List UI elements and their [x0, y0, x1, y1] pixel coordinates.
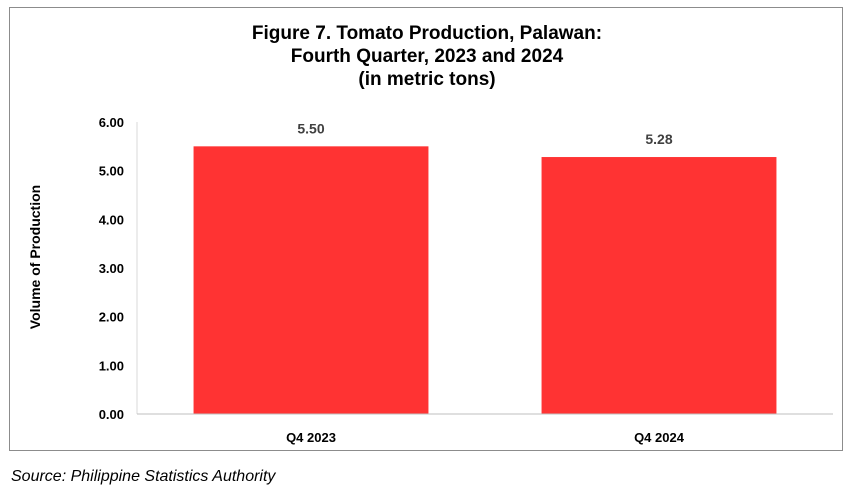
chart-title-line-2: Fourth Quarter, 2023 and 2024 — [291, 46, 564, 67]
bar-q4-2023 — [193, 146, 429, 415]
bar-chart: Figure 7. Tomato Production, Palawan: Fo… — [27, 23, 833, 445]
chart-title-line-1: Figure 7. Tomato Production, Palawan: — [252, 23, 602, 44]
y-tick-label: 2.00 — [99, 310, 124, 325]
chart-frame: Figure 7. Tomato Production, Palawan: Fo… — [9, 7, 843, 451]
y-tick-label: 5.00 — [99, 164, 124, 179]
source-note: Source: Philippine Statistics Authority — [11, 468, 276, 485]
y-tick-label: 1.00 — [99, 358, 124, 373]
y-tick-label: 6.00 — [99, 115, 124, 130]
y-tick-label: 3.00 — [99, 261, 124, 276]
bar-data-label: 5.50 — [297, 120, 324, 136]
x-category-label: Q4 2024 — [634, 430, 685, 445]
y-axis-title: Volume of Production — [27, 185, 43, 329]
y-tick-label: 0.00 — [99, 407, 124, 422]
chart-title-line-3: (in metric tons) — [358, 69, 495, 90]
y-tick-label: 4.00 — [99, 212, 124, 227]
category-labels: Q4 2023 Q4 2024 — [286, 430, 685, 445]
x-category-label: Q4 2023 — [286, 430, 336, 445]
bar-q4-2024 — [541, 157, 777, 415]
y-axis-ticks: 0.00 1.00 2.00 3.00 4.00 5.00 6.00 — [99, 115, 124, 422]
data-labels: 5.50 5.28 — [297, 120, 672, 147]
bars — [193, 146, 777, 415]
bar-data-label: 5.28 — [645, 131, 672, 147]
